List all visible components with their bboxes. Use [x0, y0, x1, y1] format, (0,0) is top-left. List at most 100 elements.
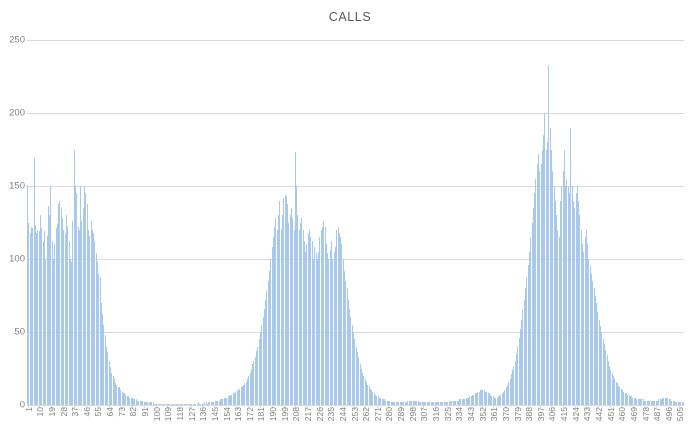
bar	[170, 403, 172, 405]
bar	[41, 228, 43, 405]
bar	[294, 152, 296, 405]
bar	[541, 149, 543, 405]
bar	[525, 288, 527, 405]
x-tick-mark	[237, 405, 239, 408]
bar	[155, 403, 157, 405]
bar	[563, 149, 565, 405]
bar	[241, 386, 243, 405]
x-tick-label: 451	[605, 407, 616, 422]
bar	[666, 397, 668, 405]
bar	[593, 288, 595, 405]
x-tick-mark	[597, 405, 599, 408]
bar	[186, 403, 188, 405]
bar	[472, 394, 474, 405]
bar	[439, 402, 441, 405]
bar	[598, 320, 600, 405]
bar	[284, 194, 286, 405]
bar	[375, 394, 377, 405]
bar	[320, 229, 322, 405]
bar	[431, 402, 433, 405]
bar	[306, 244, 308, 405]
x-tick-mark	[155, 405, 157, 408]
bar	[134, 399, 136, 405]
bar	[217, 400, 219, 405]
bar	[353, 332, 355, 405]
bar	[588, 259, 590, 405]
bar	[469, 396, 471, 405]
y-tick-label: 200	[9, 107, 25, 119]
x-tick-mark	[109, 405, 111, 408]
bar	[518, 337, 520, 405]
bar	[470, 396, 472, 405]
x-tick-mark	[190, 405, 192, 408]
bar	[360, 368, 362, 405]
bar	[492, 396, 494, 405]
bar	[312, 259, 314, 405]
bar	[521, 320, 523, 405]
bar	[457, 400, 459, 405]
bar	[228, 396, 230, 405]
bar	[613, 375, 614, 405]
bar	[210, 402, 212, 405]
bar	[482, 390, 484, 405]
bar	[287, 203, 289, 405]
bar	[148, 402, 150, 405]
bar	[296, 186, 298, 405]
x-tick-label: 271	[372, 407, 383, 422]
x-tick-mark	[435, 405, 437, 408]
bar	[644, 400, 646, 405]
x-tick-mark	[446, 405, 448, 408]
bar	[373, 393, 375, 405]
x-tick-mark	[469, 405, 471, 408]
bar	[368, 386, 370, 405]
bar	[341, 244, 343, 405]
bar	[399, 402, 401, 405]
bar	[113, 378, 115, 405]
bar	[594, 295, 596, 405]
bar	[169, 403, 171, 405]
bar	[443, 402, 445, 405]
x-tick-mark	[481, 405, 483, 408]
bar	[266, 291, 268, 405]
bar	[411, 400, 413, 405]
bar	[397, 402, 399, 405]
bar	[336, 229, 338, 405]
x-tick-mark	[574, 405, 576, 408]
bar	[171, 403, 173, 405]
bar	[488, 393, 490, 405]
x-tick-label: 406	[547, 407, 558, 422]
bar	[153, 403, 155, 405]
bar	[72, 221, 74, 405]
x-tick-mark	[132, 405, 134, 408]
x-tick-label: 199	[279, 407, 290, 422]
bar	[89, 235, 91, 405]
x-tick-mark	[528, 405, 530, 408]
bar	[188, 403, 190, 405]
bar	[111, 372, 113, 405]
bar	[530, 237, 532, 405]
bar	[302, 229, 304, 405]
bar	[329, 250, 331, 405]
bar	[378, 397, 380, 405]
bar	[117, 387, 119, 405]
bar	[252, 364, 254, 405]
bar	[636, 399, 638, 405]
x-tick-label: 334	[454, 407, 465, 422]
bar	[468, 397, 470, 405]
bar	[333, 251, 335, 405]
bar	[649, 400, 651, 405]
bar	[195, 403, 197, 405]
bar	[42, 241, 44, 405]
bar	[316, 259, 318, 405]
bar	[430, 402, 432, 405]
bar	[283, 197, 285, 405]
x-tick-label: 154	[221, 407, 232, 422]
bar	[192, 403, 194, 405]
bar	[429, 402, 431, 405]
bar	[387, 400, 389, 405]
bar	[237, 390, 239, 405]
bar	[497, 396, 499, 405]
x-tick-mark	[167, 405, 169, 408]
bar	[36, 232, 38, 405]
bar	[128, 396, 130, 405]
